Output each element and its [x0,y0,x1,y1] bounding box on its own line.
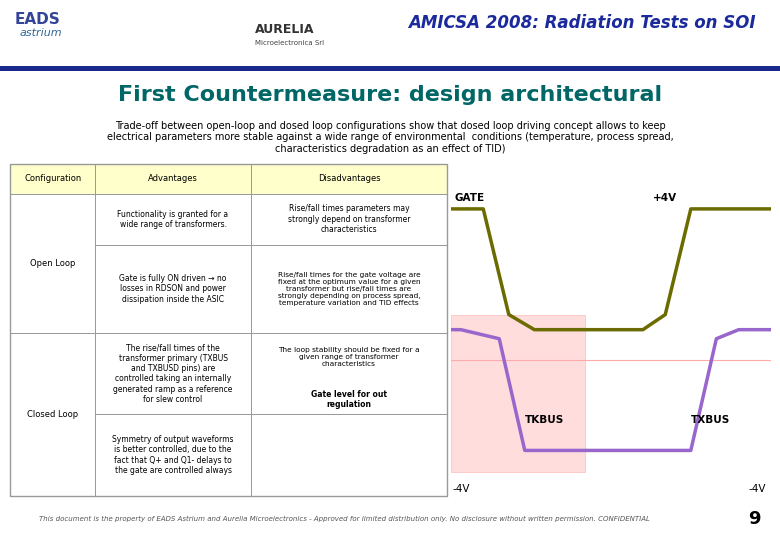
Text: AURELIA: AURELIA [255,23,314,36]
Bar [95,164,250,193]
Bar [250,245,448,333]
Bar [452,315,586,471]
Bar [250,333,448,414]
Text: Functionality is granted for a
wide range of transformers.: Functionality is granted for a wide rang… [118,210,229,229]
Text: EADS: EADS [15,11,61,26]
Text: The rise/fall times of the
transformer primary (TXBUS
and TXBUSD pins) are
contr: The rise/fall times of the transformer p… [113,343,232,404]
Bar [250,333,448,414]
Text: The loop stability should be fixed for a
given range of transformer
characterist: The loop stability should be fixed for a… [278,347,420,367]
Text: Configuration: Configuration [24,174,81,183]
Text: Closed Loop: Closed Loop [27,410,78,419]
Text: -4V: -4V [453,484,470,494]
Text: Symmetry of output waveforms
is better controlled, due to the
fact that Q+ and Q: Symmetry of output waveforms is better c… [112,435,234,475]
Text: Gate is fully ON driven → no
losses in RDSON and power
dissipation inside the AS: Gate is fully ON driven → no losses in R… [119,274,227,304]
Text: Trade-off between open-loop and dosed loop configurations show that dosed loop d: Trade-off between open-loop and dosed lo… [107,120,673,154]
Text: Advantages: Advantages [148,174,198,183]
Bar [10,193,95,245]
Text: First Countermeasure: design architectural: First Countermeasure: design architectur… [118,85,662,105]
Bar [250,193,448,245]
Bar [250,164,448,193]
Text: Open Loop: Open Loop [30,259,76,268]
Text: Rise/fall times parameters may
strongly depend on transformer
characteristics: Rise/fall times parameters may strongly … [288,204,410,234]
Text: TKBUS: TKBUS [525,415,564,425]
Text: astrium: astrium [20,28,62,38]
Text: AMICSA 2008: Radiation Tests on SOI: AMICSA 2008: Radiation Tests on SOI [408,14,756,32]
Text: Microelectronica Srl: Microelectronica Srl [255,40,324,46]
Text: Gate level for out
regulation: Gate level for out regulation [311,390,387,409]
Text: 9: 9 [748,510,760,528]
Text: GATE: GATE [455,193,484,203]
Bar [10,164,95,193]
Text: Disadvantages: Disadvantages [317,174,381,183]
Bar [95,333,250,414]
Text: TXBUS: TXBUS [691,415,730,425]
Bar [10,193,95,333]
Text: Rise/fall times for the gate voltage are
fixed at the optimum value for a given
: Rise/fall times for the gate voltage are… [278,272,420,306]
Bar [0,66,780,71]
Text: This document is the property of EADS Astrium and Aurelia Microelectronics - App: This document is the property of EADS As… [39,516,650,522]
Text: +4V: +4V [653,193,676,203]
Bar [95,245,250,333]
Bar [250,414,448,496]
Bar [10,333,95,496]
Text: -4V: -4V [748,484,766,494]
Bar [95,193,250,245]
Bar [95,414,250,496]
